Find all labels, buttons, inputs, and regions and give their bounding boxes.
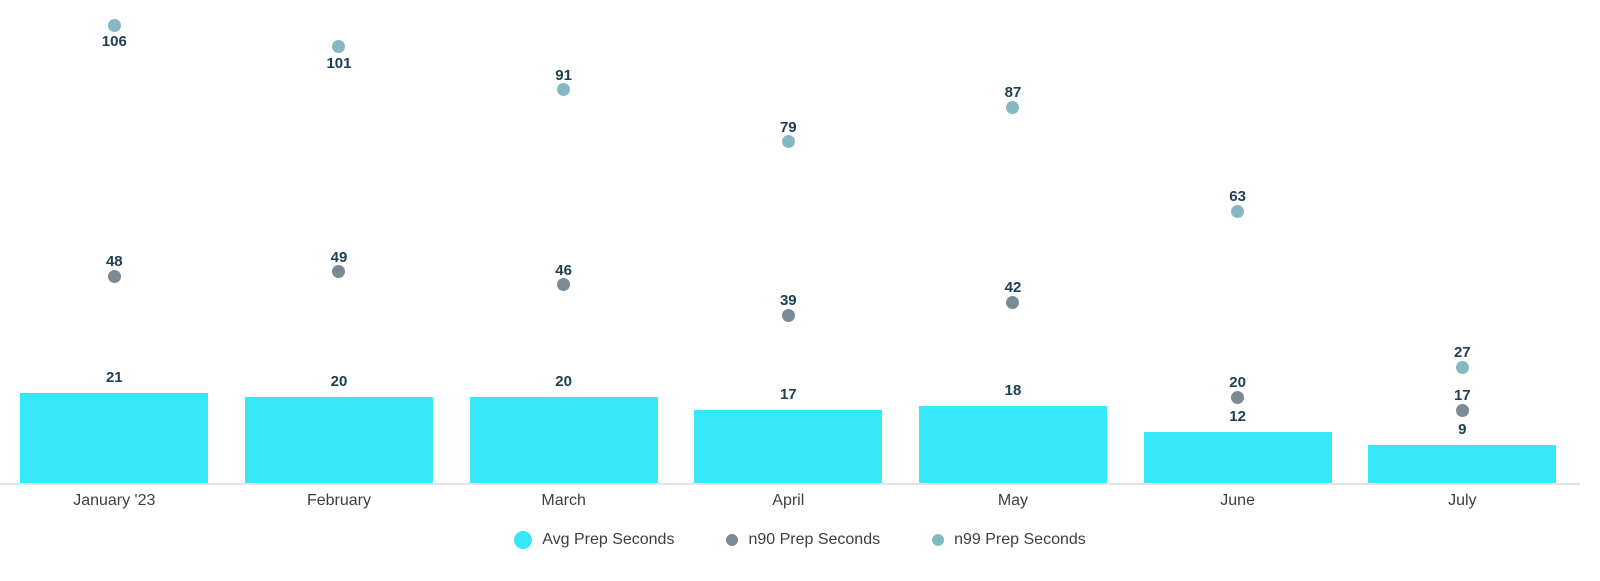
- n99-dot[interactable]: [781, 135, 795, 149]
- n99-dot[interactable]: [107, 18, 121, 32]
- x-axis-label: June: [1220, 492, 1255, 509]
- n90-dot[interactable]: [1006, 295, 1020, 309]
- n99-value-label: 101: [326, 54, 352, 72]
- n90-dot[interactable]: [1231, 390, 1245, 404]
- n90-value-label: 49: [330, 248, 348, 266]
- n99-dot[interactable]: [1231, 204, 1245, 218]
- n90-value-label: 42: [1004, 279, 1022, 297]
- n99-value-label: 27: [1453, 344, 1471, 362]
- n90-value-label: 46: [555, 261, 572, 279]
- n99-dot[interactable]: [557, 83, 571, 97]
- n99-value-label: 87: [1004, 84, 1022, 102]
- avg-prep-bar[interactable]: [1368, 445, 1557, 483]
- x-axis-label: May: [997, 492, 1029, 509]
- legend-label: n90 Prep Seconds: [748, 531, 881, 548]
- avg-value-label: 9: [1458, 421, 1467, 439]
- legend-label: n99 Prep Seconds: [954, 531, 1086, 548]
- avg-prep-bar[interactable]: [244, 397, 433, 483]
- x-axis-label: March: [541, 492, 586, 509]
- n99-value-label: 79: [779, 118, 797, 136]
- n90-dot[interactable]: [332, 265, 346, 279]
- n99-dot[interactable]: [1006, 100, 1020, 114]
- avg-value-label: 20: [555, 373, 572, 391]
- x-axis-baseline: [0, 483, 1580, 485]
- avg-prep-bar[interactable]: [694, 410, 883, 483]
- legend-swatch-icon: [932, 534, 945, 546]
- n90-dot[interactable]: [1455, 403, 1469, 417]
- n99-value-label: 91: [555, 66, 572, 84]
- n99-dot[interactable]: [1455, 360, 1469, 374]
- avg-prep-bar[interactable]: [469, 397, 658, 483]
- legend-item-n99[interactable]: n99 Prep Seconds: [932, 531, 1086, 549]
- x-axis-label: April: [772, 492, 805, 509]
- legend-swatch-icon: [726, 534, 739, 546]
- avg-prep-bar[interactable]: [1143, 432, 1332, 483]
- chart-legend: Avg Prep Seconds n90 Prep Seconds n99 Prep…: [0, 531, 1600, 549]
- avg-value-label: 20: [330, 373, 348, 391]
- n99-dot[interactable]: [332, 40, 346, 54]
- avg-prep-bar[interactable]: [918, 406, 1107, 483]
- legend-item-n90[interactable]: n90 Prep Seconds: [726, 531, 880, 549]
- n90-dot[interactable]: [557, 278, 571, 292]
- legend-label: Avg Prep Seconds: [542, 531, 675, 548]
- n99-value-label: 63: [1229, 188, 1246, 206]
- x-axis-label: July: [1448, 492, 1477, 509]
- n90-value-label: 17: [1453, 387, 1471, 405]
- n90-dot[interactable]: [107, 269, 121, 283]
- n90-value-label: 48: [105, 253, 123, 271]
- n90-value-label: 20: [1229, 374, 1246, 392]
- avg-value-label: 18: [1004, 382, 1022, 400]
- legend-item-avg[interactable]: Avg Prep Seconds: [514, 531, 674, 549]
- n90-dot[interactable]: [781, 308, 795, 322]
- avg-prep-bar[interactable]: [20, 393, 209, 483]
- avg-value-label: 21: [105, 369, 123, 387]
- avg-value-label: 12: [1229, 408, 1246, 426]
- legend-swatch-icon: [514, 531, 533, 549]
- x-axis-label: February: [306, 492, 371, 509]
- n99-value-label: 106: [101, 33, 127, 51]
- n90-value-label: 39: [779, 292, 797, 310]
- avg-value-label: 17: [779, 386, 797, 404]
- x-axis-label: January '23: [73, 492, 156, 509]
